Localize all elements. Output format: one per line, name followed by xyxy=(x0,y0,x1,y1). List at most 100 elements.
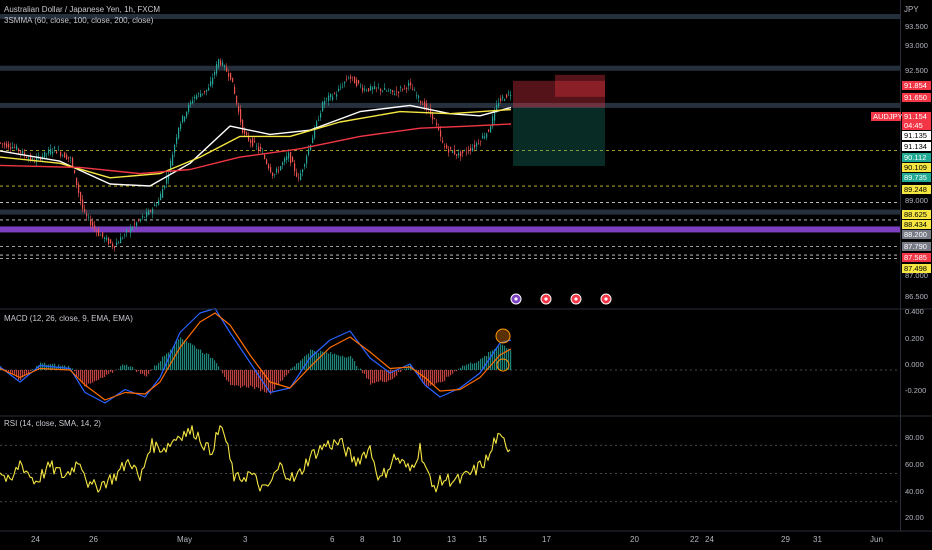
macd-histogram-bar xyxy=(344,357,346,370)
candle-body xyxy=(322,101,324,112)
macd-histogram-bar xyxy=(434,370,436,385)
rsi-line xyxy=(0,425,511,493)
macd-histogram-bar xyxy=(180,337,182,370)
candle-body xyxy=(204,90,206,93)
candle-body xyxy=(318,119,320,121)
macd-histogram-bar xyxy=(252,370,254,387)
symbol-title: Australian Dollar / Japanese Yen, 1h, FX… xyxy=(4,5,161,14)
candle-body xyxy=(412,89,414,91)
macd-histogram-bar xyxy=(150,370,152,371)
candle-body xyxy=(404,85,406,87)
macd-histogram-bar xyxy=(72,368,74,370)
time-tick: 8 xyxy=(360,535,365,544)
macd-histogram-bar xyxy=(160,361,162,370)
sma-indicator-label[interactable]: 3SMMA (60, close, 100, close, 200, close… xyxy=(4,16,154,25)
candle-body xyxy=(108,238,110,244)
candle-body xyxy=(36,157,38,163)
macd-histogram-bar xyxy=(26,370,28,375)
macd-histogram-bar xyxy=(342,355,344,370)
price-tick: 87.000 xyxy=(905,271,928,280)
macd-histogram-bar xyxy=(506,348,508,370)
macd-histogram-bar xyxy=(8,370,10,372)
macd-histogram-bar xyxy=(102,370,104,378)
candle-body xyxy=(102,232,104,237)
price-tag: 87.790 xyxy=(902,242,931,251)
macd-histogram-bar xyxy=(16,370,18,378)
macd-histogram-bar xyxy=(314,351,316,370)
candle-body xyxy=(456,154,458,156)
macd-histogram-bar xyxy=(392,370,394,379)
macd-histogram-bar xyxy=(46,364,48,370)
macd-histogram-bar xyxy=(500,344,502,370)
candle-body xyxy=(482,135,484,139)
candle-body xyxy=(296,172,298,177)
candle-body xyxy=(156,205,158,206)
candle-body xyxy=(338,88,340,92)
macd-histogram-bar xyxy=(346,357,348,370)
macd-histogram-bar xyxy=(224,370,226,377)
candle-body xyxy=(236,95,238,104)
candle-body xyxy=(394,93,396,95)
macd-histogram-bar xyxy=(508,348,510,370)
macd-histogram-bar xyxy=(80,370,82,382)
macd-histogram-bar xyxy=(230,370,232,386)
candle-body xyxy=(352,76,354,78)
candle-body xyxy=(210,81,212,86)
candle-body xyxy=(122,238,124,239)
macd-histogram-bar xyxy=(280,370,282,382)
candle-body xyxy=(348,78,350,79)
candle-body xyxy=(6,143,8,148)
candle-body xyxy=(200,93,202,97)
candle-body xyxy=(430,108,432,115)
macd-histogram-bar xyxy=(162,356,164,370)
candle-body xyxy=(230,72,232,80)
macd-histogram-bar xyxy=(472,363,474,370)
candle-body xyxy=(84,209,86,212)
macd-histogram-bar xyxy=(262,370,264,390)
rsi-label[interactable]: RSI (14, close, SMA, 14, 2) xyxy=(4,419,101,428)
macd-histogram-bar xyxy=(356,365,358,370)
macd-histogram-bar xyxy=(10,370,12,375)
macd-histogram-bar xyxy=(188,342,190,370)
candle-body xyxy=(320,113,322,118)
candle-body xyxy=(116,242,118,246)
candle-body xyxy=(94,225,96,229)
candle-body xyxy=(464,150,466,151)
macd-histogram-bar xyxy=(40,362,42,370)
macd-histogram-bar xyxy=(204,354,206,370)
macd-label[interactable]: MACD (12, 26, close, 9, EMA, EMA) xyxy=(4,314,133,323)
candle-body xyxy=(220,60,222,66)
sma-60-line xyxy=(0,104,512,187)
macd-histogram-bar xyxy=(336,354,338,370)
price-tag: 87.498 xyxy=(902,264,931,273)
candle-body xyxy=(474,144,476,148)
macd-histogram-bar xyxy=(264,370,266,393)
candle-body xyxy=(310,144,312,151)
candle-body xyxy=(406,87,408,89)
macd-histogram-bar xyxy=(88,370,90,384)
candle-body xyxy=(162,189,164,198)
candle-body xyxy=(176,137,178,144)
candle-body xyxy=(246,132,248,135)
macd-histogram-bar xyxy=(292,367,294,370)
price-tag: 88.200 xyxy=(902,230,931,239)
time-tick: 3 xyxy=(243,535,248,544)
candle-body xyxy=(66,154,68,160)
macd-histogram-bar xyxy=(122,364,124,370)
zone-band xyxy=(0,102,900,108)
candle-body xyxy=(110,239,112,244)
macd-histogram-bar xyxy=(348,356,350,370)
price-tag: 89.735 xyxy=(902,173,931,182)
candle-body xyxy=(218,59,220,67)
candle-body xyxy=(48,149,50,154)
candle-body xyxy=(214,72,216,76)
macd-histogram-bar xyxy=(302,358,304,370)
macd-histogram-bar xyxy=(320,350,322,370)
candle-body xyxy=(468,149,470,152)
candle-body xyxy=(266,159,268,164)
macd-histogram-bar xyxy=(460,367,462,370)
candle-body xyxy=(462,150,464,154)
candle-body xyxy=(382,90,384,92)
macd-histogram-bar xyxy=(304,356,306,370)
